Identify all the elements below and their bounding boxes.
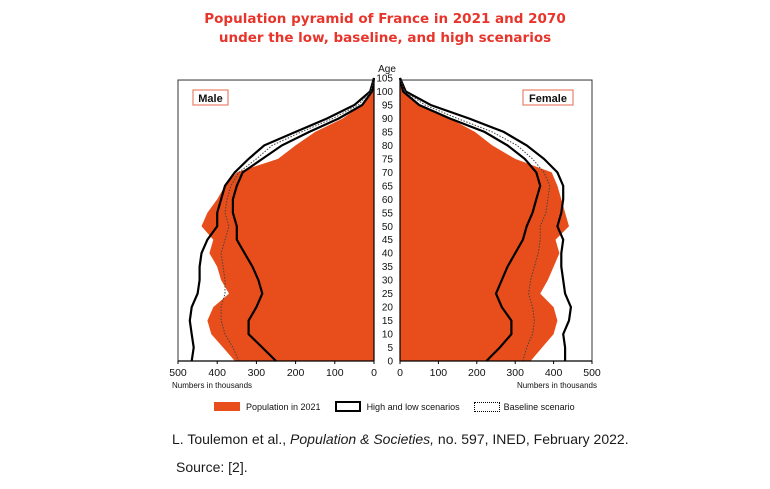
x-tick-label-right: 400	[545, 367, 563, 379]
age-tick-label: 10	[382, 330, 394, 341]
source-note: Source: [2].	[176, 459, 248, 475]
age-tick-label: 50	[382, 222, 394, 233]
x-tick-label-left: 300	[248, 367, 266, 379]
x-tick-label-left: 100	[326, 367, 344, 379]
age-tick-label: 105	[376, 74, 393, 85]
age-tick-label: 100	[376, 87, 393, 98]
male-high-scenario-line	[188, 77, 376, 362]
chart-legend: Population in 2021 High and low scenario…	[214, 401, 589, 412]
age-tick-label: 95	[382, 100, 394, 111]
age-tick-label: 35	[382, 262, 394, 273]
male-baseline-line	[220, 77, 375, 362]
legend-item-high-low: High and low scenarios	[334, 401, 460, 412]
chart-title: Population pyramid of France in 2021 and…	[0, 10, 770, 48]
age-tick-label: 75	[382, 154, 394, 165]
x-axis-label-left: Numbers in thousands	[172, 381, 252, 390]
age-tick-label: 80	[382, 141, 394, 152]
citation-author: L. Toulemon et al.,	[172, 431, 291, 447]
legend-swatch-fill	[214, 402, 240, 411]
age-tick-label: 90	[382, 114, 394, 125]
age-tick-label: 30	[382, 276, 394, 287]
age-tick-label: 40	[382, 249, 394, 260]
female-low-scenario-line	[398, 77, 542, 362]
legend-item-baseline: Baseline scenario	[473, 401, 575, 412]
female-2021-area	[400, 78, 569, 361]
legend-swatch-dotted	[473, 401, 500, 412]
x-tick-label-left: 0	[371, 367, 377, 379]
age-tick-label: 60	[382, 195, 394, 206]
citation: L. Toulemon et al., Population & Societi…	[172, 431, 629, 447]
female-high-scenario-line	[398, 77, 573, 361]
x-tick-label-right: 300	[506, 367, 524, 379]
chart-title-line1: Population pyramid of France in 2021 and…	[204, 11, 566, 27]
female-baseline-line	[399, 77, 551, 362]
age-tick-label: 0	[387, 357, 393, 368]
citation-details: no. 597, INED, February 2022.	[434, 431, 629, 447]
chart-title-line2: under the low, baseline, and high scenar…	[218, 30, 552, 46]
x-axis-label-right: Numbers in thousands	[517, 381, 597, 390]
x-tick-label-right: 0	[397, 367, 403, 379]
x-tick-label-left: 200	[287, 367, 305, 379]
legend-swatch-solid	[334, 401, 361, 412]
age-tick-label: 65	[382, 181, 394, 192]
male-2021-area	[201, 78, 374, 361]
x-tick-label-left: 500	[169, 367, 187, 379]
age-tick-label: 85	[382, 127, 394, 138]
age-tick-label: 55	[382, 208, 394, 219]
x-tick-label-right: 200	[468, 367, 486, 379]
age-tick-label: 15	[382, 316, 394, 327]
age-tick-label: 25	[382, 289, 394, 300]
legend-item-population-2021: Population in 2021	[214, 402, 321, 412]
x-tick-label-right: 500	[583, 367, 601, 379]
female-panel-label: Female	[529, 93, 567, 105]
male-panel-label: Male	[198, 93, 222, 105]
x-tick-label-right: 100	[430, 367, 448, 379]
age-axis-label: Age	[378, 64, 396, 75]
legend-label: High and low scenarios	[366, 401, 460, 412]
age-tick-label: 5	[387, 343, 393, 354]
male-low-scenario-line	[231, 77, 376, 362]
citation-journal: Population & Societies,	[290, 431, 435, 447]
age-tick-label: 45	[382, 235, 394, 246]
legend-label: Baseline scenario	[503, 401, 575, 412]
age-tick-label: 70	[382, 168, 394, 179]
age-tick-label: 20	[382, 303, 394, 314]
population-pyramid-chart: 500 400 300 200 100 0 0 100 200 300 400 500Numbers …	[169, 64, 601, 390]
x-tick-label-left: 400	[208, 367, 226, 379]
legend-label: Population in 2021	[246, 401, 321, 412]
